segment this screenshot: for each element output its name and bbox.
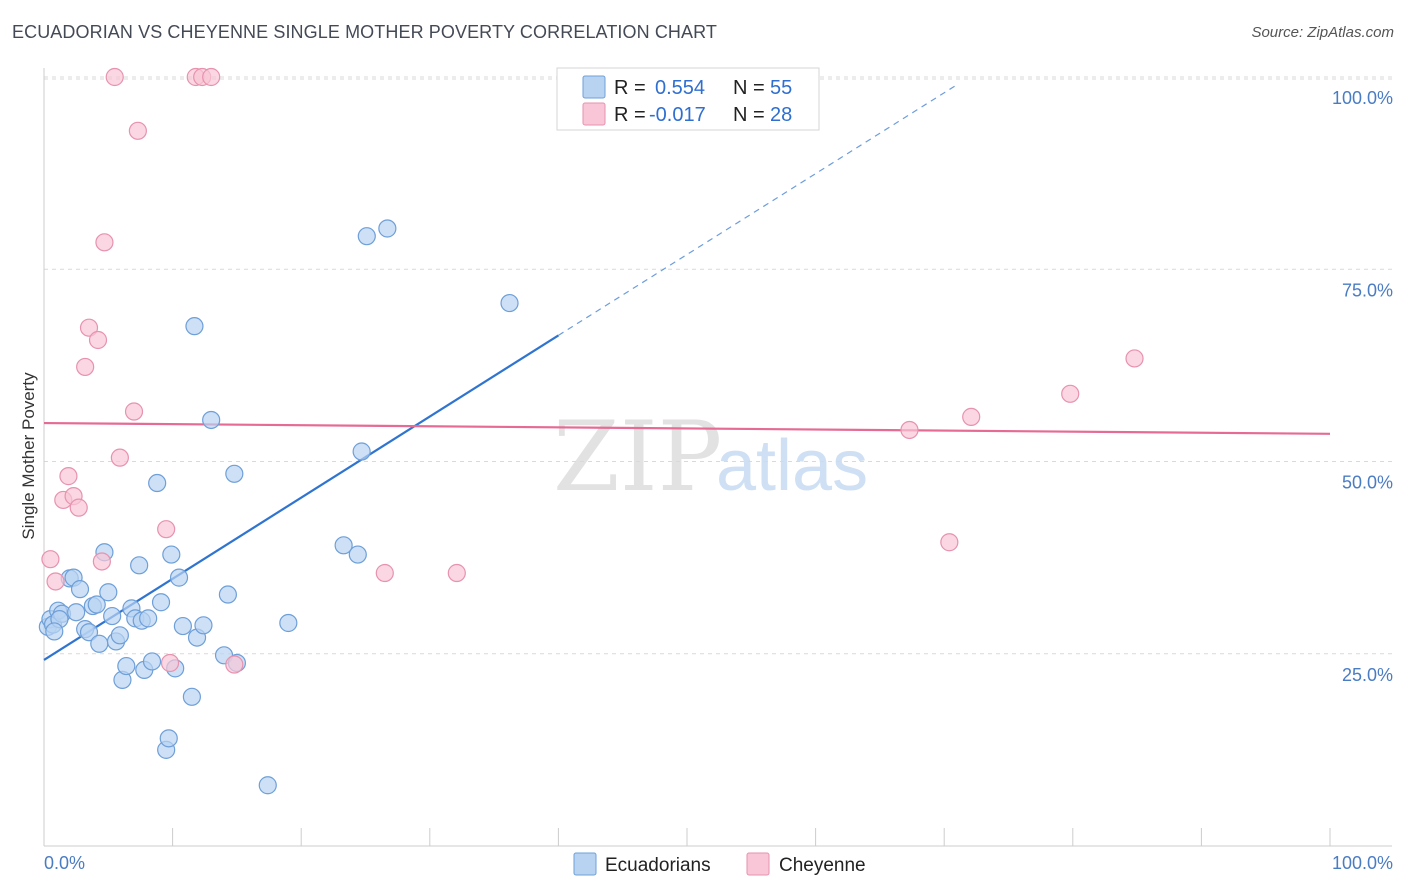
legend-swatch-cheyenne (582, 102, 606, 126)
legend-r-label-1: R = (614, 77, 646, 99)
watermark-atlas: atlas (716, 426, 868, 506)
ecuadorian-point-54 (45, 622, 64, 641)
cheyenne-point-19 (202, 67, 221, 87)
ecuadorian-point-23 (130, 556, 149, 575)
ecuadorian-point-49 (352, 442, 371, 461)
source-note: Source: ZipAtlas.com (1251, 24, 1394, 41)
y-tick-label-100: 100.0% (1332, 88, 1393, 108)
legend-r-label-2: R = (614, 104, 646, 126)
cheyenne-point-13 (124, 402, 144, 421)
data-points (38, 67, 1144, 795)
ecuadorian-point-16 (103, 606, 122, 626)
cheyenne-point-9 (92, 552, 111, 571)
watermark-zip: ZIP (553, 401, 722, 513)
legend-n-label-1: N = (733, 77, 765, 99)
ecuadorian-point-29 (151, 593, 171, 612)
cheyenne-point-26 (1061, 384, 1080, 403)
legend-n-label-2: N = (733, 104, 765, 126)
ecuadorian-point-31 (159, 729, 178, 748)
ecuadorian-point-40 (202, 410, 221, 430)
legend-n-value-1: 55 (770, 77, 792, 99)
ecuadorian-trend-extension (558, 84, 958, 336)
ecuadorian-point-20 (117, 656, 136, 676)
ecuadorian-point-45 (258, 776, 277, 795)
watermark: ZIP atlas (553, 401, 868, 513)
ecuadorian-point-10 (79, 623, 99, 642)
cheyenne-point-6 (76, 357, 95, 377)
cheyenne-point-12 (110, 448, 129, 467)
ecuadorian-point-26 (139, 609, 158, 628)
series-legend-label-cheyenne: Cheyenne (779, 855, 866, 876)
ecuadorian-point-18 (110, 626, 129, 645)
cheyenne-point-1 (46, 572, 65, 591)
legend-swatch-ecuadorians (582, 75, 606, 99)
legend-n-value-2: 28 (770, 104, 792, 126)
y-tick-label-25: 25.0% (1342, 665, 1393, 685)
ecuadorian-point-39 (194, 616, 213, 635)
cheyenne-point-24 (940, 533, 959, 552)
ecuadorian-point-43 (225, 464, 244, 483)
ecuadorian-point-27 (142, 652, 162, 671)
axes (43, 68, 1392, 847)
ecuadorian-point-52 (500, 293, 519, 313)
cheyenne-point-22 (447, 563, 466, 583)
cheyenne-point-11 (105, 67, 124, 87)
y-tick-label-75: 75.0% (1342, 280, 1393, 300)
cheyenne-point-5 (69, 498, 88, 517)
ecuadorian-point-7 (67, 603, 86, 622)
ecuadorian-point-46 (279, 613, 298, 633)
correlation-legend: R = 0.554 N = 55 R = -0.017 N = 28 (556, 67, 820, 131)
cheyenne-point-27 (1125, 349, 1144, 368)
ecuadorian-point-13 (90, 634, 109, 653)
cheyenne-point-23 (900, 420, 919, 440)
cheyenne-point-8 (88, 330, 108, 350)
ecuadorian-point-47 (334, 536, 353, 555)
ecuadorian-point-8 (70, 580, 90, 599)
cheyenne-point-25 (962, 407, 981, 426)
cheyenne-point-15 (157, 520, 176, 539)
ecuadorian-point-50 (357, 227, 376, 246)
legend-r-value-2: -0.017 (649, 104, 706, 126)
cheyenne-point-21 (375, 563, 394, 583)
y-axis-label: Single Mother Poverty (19, 372, 38, 540)
cheyenne-point-20 (225, 655, 244, 674)
ecuadorian-point-36 (182, 687, 201, 706)
cheyenne-point-7 (79, 318, 99, 337)
cheyenne-point-0 (41, 550, 60, 569)
series-legend: Ecuadorians Cheyenne (573, 852, 866, 876)
ecuadorian-point-32 (162, 545, 181, 564)
x-tick-label-max: 100.0% (1332, 853, 1393, 873)
ecuadorian-point-34 (169, 568, 189, 587)
ecuadorian-point-15 (99, 583, 118, 602)
cheyenne-point-10 (95, 233, 114, 252)
grid (43, 76, 1392, 846)
ecuadorian-trend-line (43, 334, 559, 661)
chart-title: ECUADORIAN VS CHEYENNE SINGLE MOTHER POV… (12, 22, 717, 42)
cheyenne-trend-line (43, 421, 1331, 435)
trend-lines (43, 84, 1331, 661)
series-legend-label-ecuadorians: Ecuadorians (605, 855, 711, 876)
cheyenne-point-3 (59, 467, 78, 486)
ecuadorian-point-35 (173, 616, 192, 636)
ecuadorian-point-48 (348, 545, 367, 564)
series-legend-swatch-ecuadorians (573, 852, 597, 876)
ecuadorian-point-42 (218, 585, 237, 604)
x-tick-label-min: 0.0% (44, 853, 85, 873)
ecuadorian-point-12 (87, 595, 106, 614)
ecuadorian-point-51 (378, 219, 397, 238)
y-tick-label-50: 50.0% (1342, 473, 1393, 493)
series-legend-swatch-cheyenne (746, 852, 770, 876)
legend-r-value-1: 0.554 (655, 77, 705, 99)
cheyenne-point-14 (128, 121, 147, 140)
tick-labels: 25.0% 50.0% 75.0% 100.0% 0.0% 100.0% (44, 88, 1393, 873)
cheyenne-point-16 (160, 653, 180, 673)
ecuadorian-point-28 (148, 473, 167, 493)
ecuadorian-point-37 (185, 317, 204, 336)
